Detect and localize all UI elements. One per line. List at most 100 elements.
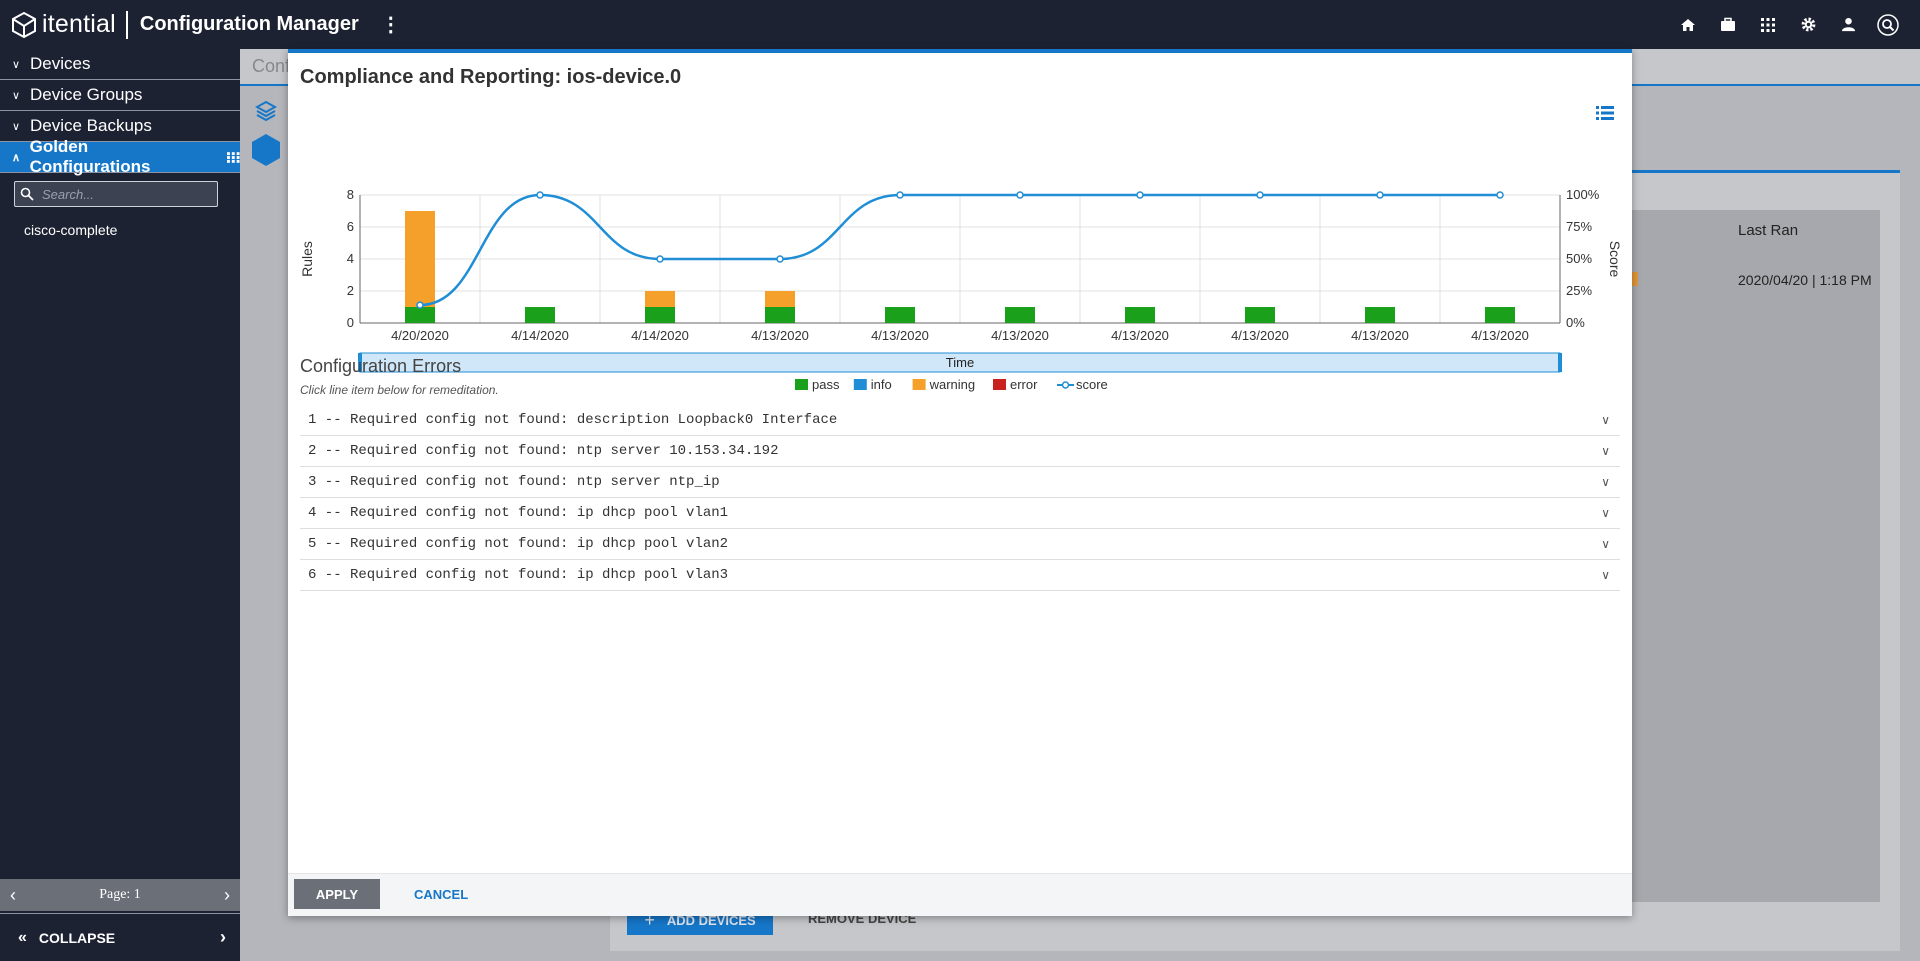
bar-pass[interactable] [645,307,675,323]
x-tick-label: 4/13/2020 [1231,328,1289,343]
search-icon[interactable] [1868,0,1908,49]
apply-button[interactable]: APPLY [294,879,380,909]
legend-label-pass[interactable]: pass [812,377,840,392]
sidebar-item-device-groups[interactable]: ∨ Device Groups [0,80,240,111]
y-tick-label: 6 [347,219,354,234]
score-point[interactable] [416,301,424,309]
layers-icon[interactable] [254,100,278,122]
title-divider [125,10,128,39]
bar-warning[interactable] [645,291,675,307]
sidebar-item-label: Golden Configurations [29,137,151,176]
error-text: 1 -- Required config not found: descript… [308,412,838,428]
bar-pass[interactable] [765,307,795,323]
x-tick-label: 4/14/2020 [511,328,569,343]
home-icon[interactable] [1668,0,1708,49]
bar-pass[interactable] [1365,307,1395,323]
logo-text: itential [42,10,116,38]
bar-pass[interactable] [1125,307,1155,323]
legend-swatch-pass[interactable] [795,379,808,390]
sidebar-item-device-backups[interactable]: ∨ Device Backups [0,111,240,142]
y-right-tick-label: 100% [1566,187,1600,202]
briefcase-icon[interactable] [1708,0,1748,49]
error-row[interactable]: 2 -- Required config not found: ntp serv… [300,436,1620,467]
sidebar-item-devices[interactable]: ∨ Devices [0,49,240,80]
bar-pass[interactable] [525,307,555,323]
legend-swatch-info[interactable] [853,379,867,390]
hexagon-icon[interactable] [251,133,281,167]
errors-list: 1 -- Required config not found: descript… [300,405,1620,591]
legend-label-info[interactable]: info [871,377,892,392]
score-point[interactable] [776,255,784,263]
score-point[interactable] [896,191,904,199]
double-chevron-left-icon: « [18,928,27,946]
x-tick-label: 4/13/2020 [1471,328,1529,343]
score-point[interactable] [1016,191,1024,199]
slider-handle-left[interactable] [358,353,362,372]
user-icon[interactable] [1828,0,1868,49]
score-point[interactable] [656,255,664,263]
chevron-down-icon: ∨ [12,58,21,71]
score-point[interactable] [1256,191,1264,199]
next-page-icon[interactable]: › [223,884,230,905]
chevron-down-icon: ∨ [1601,537,1610,551]
legend-label-score[interactable]: score [1076,377,1108,392]
y-right-tick-label: 0% [1566,315,1585,330]
add-devices-label: ADD DEVICES [666,912,756,928]
y-right-tick-label: 25% [1566,283,1592,298]
plus-icon: + [644,909,655,930]
bar-warning[interactable] [405,211,435,307]
error-row[interactable]: 3 -- Required config not found: ntp serv… [300,467,1620,498]
legend-label-error[interactable]: error [1010,377,1038,392]
error-row[interactable]: 1 -- Required config not found: descript… [300,405,1620,436]
x-axis-label: Time [946,355,974,370]
list-view-icon[interactable] [1596,105,1614,121]
tree-item-cisco-complete[interactable]: cisco-complete [24,222,118,238]
error-row[interactable]: 6 -- Required config not found: ip dhcp … [300,560,1620,591]
legend-label-warning[interactable]: warning [929,377,976,392]
chevron-down-icon: ∨ [1601,568,1610,582]
bar-pass[interactable] [1005,307,1035,323]
sidebar-item-label: Devices [30,54,91,73]
status-indicator [1632,272,1638,286]
collapse-button[interactable]: « COLLAPSE › [0,913,240,961]
legend-swatch-warning[interactable] [912,379,926,390]
score-point[interactable] [1136,191,1144,199]
apps-grid-icon[interactable] [1748,0,1788,49]
grid-view-icon[interactable] [227,151,241,163]
error-row[interactable]: 4 -- Required config not found: ip dhcp … [300,498,1620,529]
gear-icon[interactable] [1788,0,1828,49]
sidebar-search[interactable] [14,181,218,207]
sidebar-item-golden-configurations[interactable]: ∧ Golden Configurations [0,137,241,176]
score-point[interactable] [536,191,544,199]
bar-pass[interactable] [1245,307,1275,323]
y-axis-label: Rules [299,241,315,277]
chevron-right-icon: › [220,927,226,947]
bar-warning[interactable] [765,291,795,307]
chevron-down-icon: ∨ [1601,413,1610,427]
error-text: 2 -- Required config not found: ntp serv… [308,443,779,459]
bar-pass[interactable] [405,307,435,323]
page-indicator: Page: 1 [99,887,141,902]
legend-swatch-error[interactable] [993,379,1006,390]
more-options-icon[interactable]: ⋮ [380,14,401,36]
y-tick-label: 2 [347,283,354,298]
bar-pass[interactable] [885,307,915,323]
score-point[interactable] [1376,191,1384,199]
modal-footer: APPLY CANCEL [288,873,1632,916]
cancel-button[interactable]: CANCEL [414,887,469,902]
modal-title: Compliance and Reporting: ios-device.0 [300,66,682,88]
prev-page-icon[interactable]: ‹ [10,884,16,905]
score-point[interactable] [1496,191,1504,199]
sidebar-search-input[interactable] [40,185,214,203]
slider-handle-right[interactable] [1558,353,1562,372]
bar-pass[interactable] [1485,307,1515,323]
error-text: 5 -- Required config not found: ip dhcp … [308,536,729,552]
x-tick-label: 4/13/2020 [751,328,809,343]
logo[interactable]: itential [10,0,116,49]
compliance-chart: 0 2 4 6 8 0% 25% 50% 75% 100% Rules Score 4/20/2020 4… [288,133,1632,393]
chevron-down-icon: ∨ [1601,506,1610,520]
chart-svg: 0 2 4 6 8 0% 25% 50% 75% 100% Rules Score 4/20/2020 4… [299,187,1623,392]
error-row[interactable]: 5 -- Required config not found: ip dhcp … [300,529,1620,560]
chevron-down-icon: ∨ [12,89,21,102]
collapse-label: COLLAPSE [38,929,116,946]
